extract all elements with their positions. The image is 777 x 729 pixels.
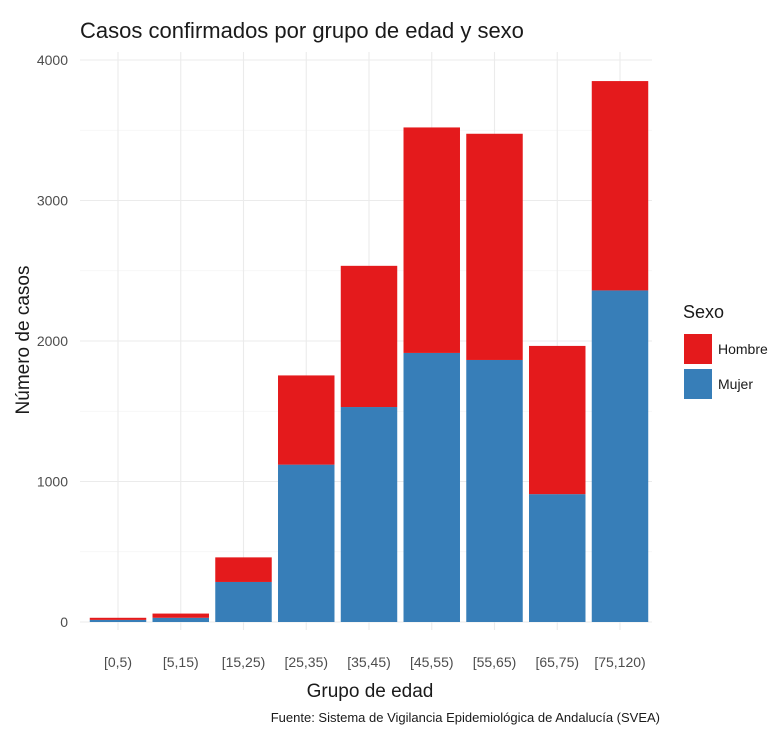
y-tick-label: 2000: [37, 333, 68, 349]
bar-mujer-6: [466, 360, 522, 622]
bar-hombre-6: [466, 134, 522, 360]
y-tick-label: 4000: [37, 52, 68, 68]
x-axis-ticks: [0,5) [5,15) [15,25) [25,35) [35,45) [45,55) […: [104, 654, 646, 670]
y-axis-ticks: 0 1000 2000 3000 4000: [37, 52, 68, 630]
bar-hombre-1: [153, 614, 209, 618]
bar-hombre-0: [90, 618, 146, 620]
bar-mujer-8: [592, 290, 648, 622]
x-tick-label: [25,35): [284, 654, 328, 670]
x-axis-title: Grupo de edad: [307, 681, 434, 702]
bar-mujer-7: [529, 494, 585, 622]
x-tick-label: [55,65): [473, 654, 517, 670]
y-tick-label: 0: [60, 614, 68, 630]
bar-mujer-1: [153, 618, 209, 622]
bar-mujer-5: [404, 353, 460, 622]
bar-mujer-3: [278, 465, 334, 622]
source-caption: Fuente: Sistema de Vigilancia Epidemioló…: [271, 710, 660, 725]
chart-title: Casos confirmados por grupo de edad y se…: [80, 18, 524, 43]
bar-mujer-4: [341, 407, 397, 622]
x-tick-label: [15,25): [222, 654, 266, 670]
bar-hombre-3: [278, 375, 334, 464]
legend-title: Sexo: [683, 302, 724, 322]
bar-hombre-8: [592, 81, 648, 290]
y-tick-label: 3000: [37, 193, 68, 209]
legend-swatch-mujer: [684, 369, 712, 399]
x-tick-label: [45,55): [410, 654, 454, 670]
bar-hombre-5: [404, 127, 460, 353]
legend-swatch-hombre: [684, 334, 712, 364]
bar-mujer-2: [215, 582, 271, 622]
x-tick-label: [0,5): [104, 654, 132, 670]
x-tick-label: [35,45): [347, 654, 391, 670]
bar-mujer-0: [90, 620, 146, 622]
bar-hombre-7: [529, 346, 585, 494]
x-tick-label: [65,75): [535, 654, 579, 670]
legend: Sexo Hombre Mujer: [683, 302, 768, 399]
y-axis-title: Número de casos: [13, 266, 34, 415]
x-tick-label: [5,15): [163, 654, 199, 670]
x-tick-label: [75,120): [594, 654, 645, 670]
y-tick-label: 1000: [37, 474, 68, 490]
legend-label-hombre: Hombre: [718, 341, 768, 357]
bar-hombre-2: [215, 557, 271, 582]
legend-label-mujer: Mujer: [718, 376, 753, 392]
bar-hombre-4: [341, 266, 397, 407]
